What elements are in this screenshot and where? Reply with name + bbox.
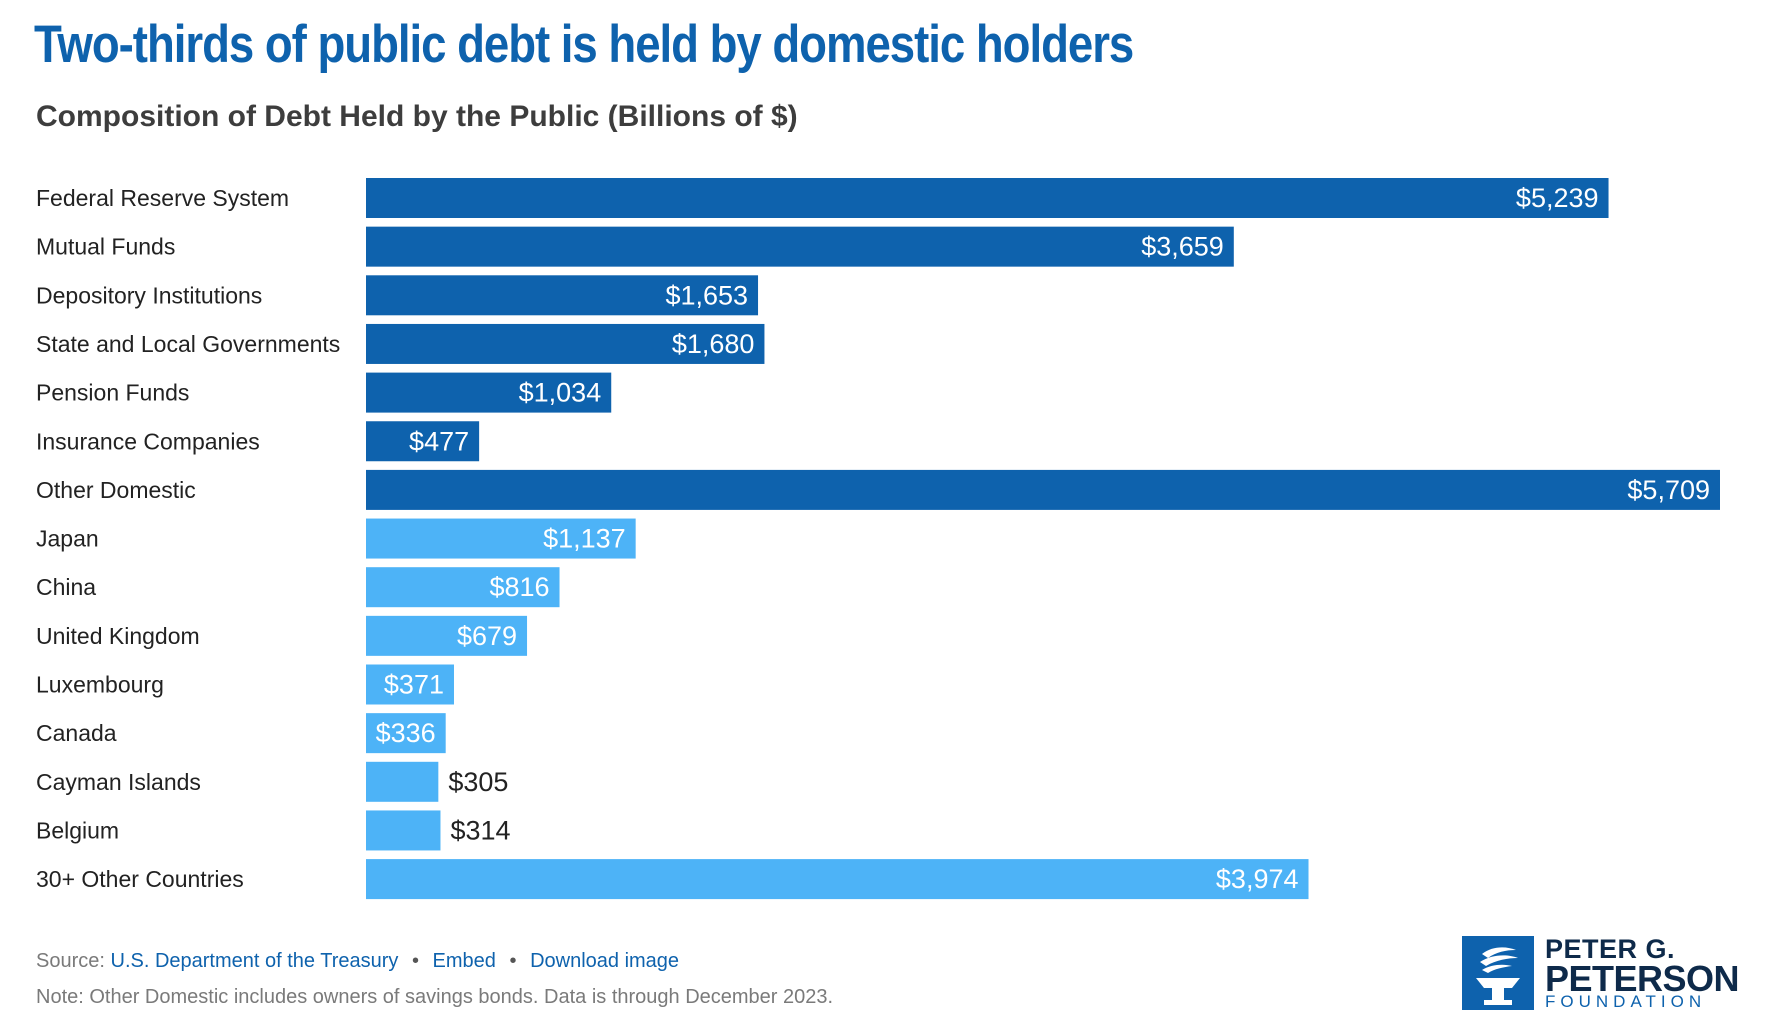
footnote: Note: Other Domestic includes owners of … <box>36 986 834 1008</box>
category-label: Luxembourg <box>36 672 164 698</box>
embed-link[interactable]: Embed <box>432 950 496 972</box>
data-label: $336 <box>376 718 436 748</box>
data-label: $314 <box>450 815 510 845</box>
bar[interactable] <box>366 372 612 413</box>
category-label: Pension Funds <box>36 380 189 406</box>
bar[interactable] <box>366 469 1720 510</box>
category-label: Belgium <box>36 817 119 843</box>
category-label: Federal Reserve System <box>36 185 289 211</box>
bar[interactable] <box>366 567 560 608</box>
data-label: $3,974 <box>1216 864 1299 894</box>
bar[interactable] <box>366 226 1234 267</box>
data-label: $5,239 <box>1516 183 1599 213</box>
bar[interactable] <box>366 615 528 656</box>
bar[interactable] <box>366 761 439 802</box>
logo-text-line1: PETER G. <box>1545 934 1676 964</box>
bar[interactable] <box>366 323 765 364</box>
category-label: Japan <box>36 526 99 552</box>
data-label: $305 <box>448 767 508 797</box>
category-label: Canada <box>36 720 117 746</box>
chart-subtitle: Composition of Debt Held by the Public (… <box>36 100 798 133</box>
category-label: Depository Institutions <box>36 282 262 308</box>
chart-title: Two-thirds of public debt is held by dom… <box>34 15 1134 74</box>
category-label: Mutual Funds <box>36 234 175 260</box>
separator-dot: • <box>411 950 419 972</box>
bar[interactable] <box>366 518 636 559</box>
separator-dot: • <box>509 950 517 972</box>
category-label: United Kingdom <box>36 623 200 649</box>
bar[interactable] <box>366 275 759 316</box>
torch-icon <box>1462 936 1534 1010</box>
source-prefix: Source: <box>36 950 105 972</box>
data-label: $679 <box>457 621 517 651</box>
category-label: Other Domestic <box>36 477 196 503</box>
data-label: $1,680 <box>672 329 755 359</box>
download-image-link[interactable]: Download image <box>530 950 680 972</box>
peterson-foundation-logo[interactable]: PETER G. PETERSON FOUNDATION <box>1462 934 1762 1011</box>
source-line: Source: U.S. Department of the Treasury … <box>36 950 679 973</box>
bar-chart: Federal Reserve System $5,239 Mutual Funds… <box>36 178 1720 900</box>
bar[interactable] <box>366 713 446 754</box>
bar[interactable] <box>366 421 480 462</box>
bar[interactable] <box>366 664 454 705</box>
data-label: $816 <box>489 572 549 602</box>
data-label: $1,137 <box>543 524 626 554</box>
category-label: 30+ Other Countries <box>36 866 244 892</box>
source-link[interactable]: U.S. Department of the Treasury <box>110 950 399 972</box>
data-label: $3,659 <box>1141 232 1224 262</box>
data-label: $1,653 <box>665 280 748 310</box>
data-label: $1,034 <box>519 378 602 408</box>
data-label: $5,709 <box>1627 475 1710 505</box>
bar[interactable] <box>366 859 1309 900</box>
category-label: Cayman Islands <box>36 769 201 795</box>
category-label: China <box>36 574 96 600</box>
bar[interactable] <box>366 178 1609 218</box>
logo-text-line2: PETERSON <box>1545 958 1740 999</box>
data-label: $371 <box>384 670 444 700</box>
bar[interactable] <box>366 810 441 851</box>
category-label: Insurance Companies <box>36 428 260 454</box>
category-label: State and Local Governments <box>36 331 340 357</box>
data-label: $477 <box>409 426 469 456</box>
logo-text-line3: FOUNDATION <box>1545 992 1707 1011</box>
